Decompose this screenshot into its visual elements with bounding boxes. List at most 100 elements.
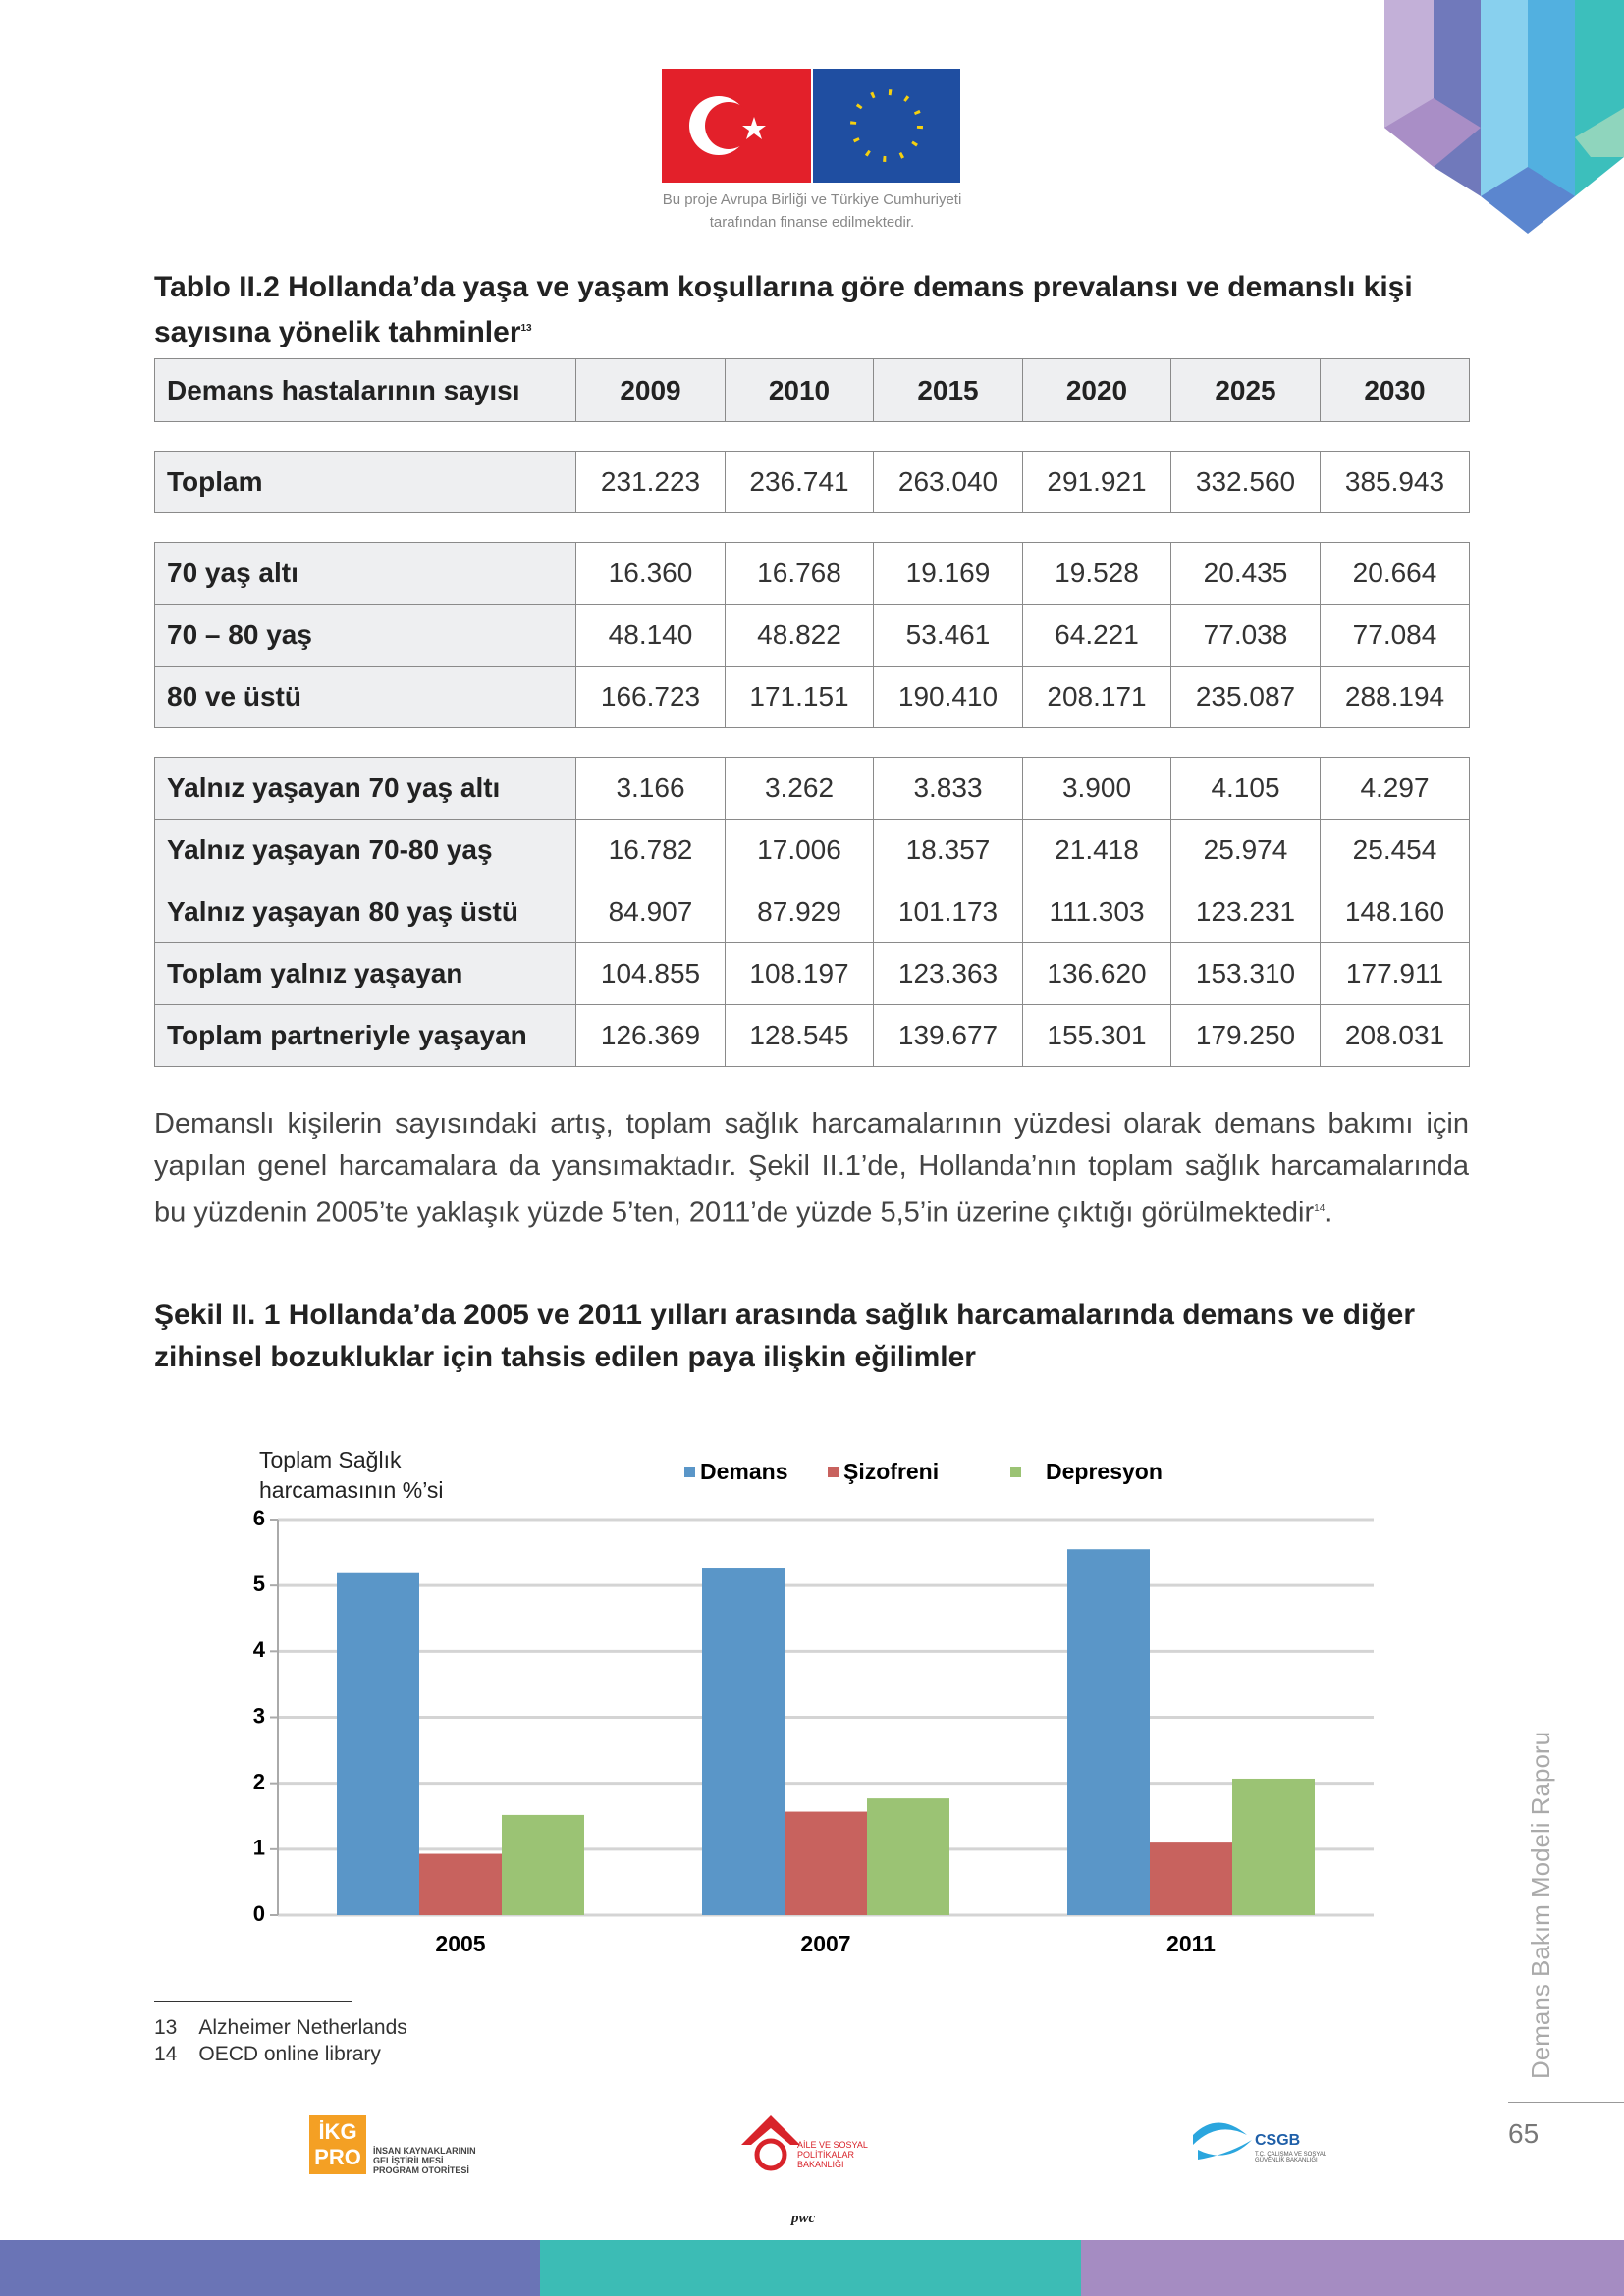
bar xyxy=(1150,1842,1232,1915)
ikg-text: İNSAN KAYNAKLARININ GELİŞTİRİLMESİ PROGR… xyxy=(373,2146,476,2175)
table-cell: 48.822 xyxy=(725,604,874,667)
table-cell: 3.900 xyxy=(1022,757,1171,820)
table-cell: 139.677 xyxy=(873,1004,1023,1067)
table-cell: 64.221 xyxy=(1022,604,1171,667)
table-cell: 153.310 xyxy=(1170,942,1321,1005)
csgb-logo xyxy=(1193,2122,1252,2160)
table-cell: 171.151 xyxy=(725,666,874,728)
table-cell: 4.297 xyxy=(1320,757,1470,820)
bar xyxy=(1232,1778,1315,1915)
table-cell: 291.921 xyxy=(1022,451,1171,513)
figure-title: Şekil II. 1 Hollanda’da 2005 ve 2011 yıl… xyxy=(154,1299,1416,1373)
table-cell: 21.418 xyxy=(1022,819,1171,881)
table-cell: 80 ve üstü xyxy=(154,666,576,728)
table-cell: 126.369 xyxy=(575,1004,726,1067)
title-text: Tablo II.2 Hollanda’da yaşa ve yaşam koş… xyxy=(154,271,1413,348)
bar xyxy=(502,1814,584,1915)
table-cell: 385.943 xyxy=(1320,451,1470,513)
flag-caption: Bu proje Avrupa Birliği ve Türkiye Cumhu… xyxy=(589,188,1035,234)
table-cell: 16.768 xyxy=(725,542,874,605)
table-cell: 104.855 xyxy=(575,942,726,1005)
footnote-number: 13 xyxy=(154,2016,178,2039)
side-rule xyxy=(1508,2102,1624,2103)
table-cell: 108.197 xyxy=(725,942,874,1005)
footnote-number: 14 xyxy=(154,2043,178,2065)
table-cell: 77.084 xyxy=(1320,604,1470,667)
bar xyxy=(419,1853,502,1915)
legend-swatch xyxy=(828,1467,839,1477)
footnote-text: Alzheimer Netherlands xyxy=(198,2016,407,2039)
table-cell: 236.741 xyxy=(725,451,874,513)
paragraph: Demanslı kişilerin sayısındaki artış, to… xyxy=(154,1108,1469,1229)
bar xyxy=(867,1798,949,1915)
legend-label: Depresyon xyxy=(1046,1459,1163,1484)
table-cell: 87.929 xyxy=(725,881,874,943)
table-cell: 332.560 xyxy=(1170,451,1321,513)
side-text: Demans Bakım Modeli Raporu xyxy=(1526,1731,1555,2079)
table-cell: Yalnız yaşayan 70 yaş altı xyxy=(154,757,576,820)
table-cell: 128.545 xyxy=(725,1004,874,1067)
csgb-text: T.C. ÇALIŞMA VE SOSYAL GÜVENLİK BAKANLIĞ… xyxy=(1255,2152,1327,2163)
table-cell: 190.410 xyxy=(873,666,1023,728)
table-cell: 16.782 xyxy=(575,819,726,881)
table-cell: 17.006 xyxy=(725,819,874,881)
table-cell: Toplam xyxy=(154,451,576,513)
footer-band xyxy=(0,2240,540,2296)
chart: 0 1 2 3 4 5 6 2005 2007 2011 Demans Şizofreni Depres… xyxy=(253,1459,1374,1956)
x-tick-label: 2011 xyxy=(1166,1931,1216,1956)
table-cell: 77.038 xyxy=(1170,604,1321,667)
table-cell: 3.166 xyxy=(575,757,726,820)
y-tick-label: 4 xyxy=(253,1637,266,1662)
legend-label: Demans xyxy=(700,1459,787,1484)
table-cell: 84.907 xyxy=(575,881,726,943)
table-cell: 2030 xyxy=(1320,358,1470,422)
table-cell: 4.105 xyxy=(1170,757,1321,820)
table-cell: 166.723 xyxy=(575,666,726,728)
table-cell: 208.031 xyxy=(1320,1004,1470,1067)
bar xyxy=(785,1811,867,1915)
table-cell: 53.461 xyxy=(873,604,1023,667)
table-cell: 20.664 xyxy=(1320,542,1470,605)
footnote: 14 OECD online library xyxy=(154,2041,407,2067)
table-cell: 111.303 xyxy=(1022,881,1171,943)
footnote-ref: 13 xyxy=(520,323,532,334)
footnote-text: OECD online library xyxy=(198,2043,381,2065)
bar xyxy=(337,1572,419,1915)
y-tick-label: 0 xyxy=(253,1901,265,1926)
table-cell: 2015 xyxy=(873,358,1023,422)
table-cell: 25.974 xyxy=(1170,819,1321,881)
pwc-logo: pwc xyxy=(791,2211,816,2226)
table-cell: 20.435 xyxy=(1170,542,1321,605)
table-cell: 177.911 xyxy=(1320,942,1470,1005)
table-title: Tablo II.2 Hollanda’da yaşa ve yaşam koş… xyxy=(154,267,1469,353)
table-cell: 231.223 xyxy=(575,451,726,513)
legend-swatch xyxy=(1010,1467,1021,1477)
legend-label: Şizofreni xyxy=(843,1459,939,1484)
x-tick-label: 2005 xyxy=(435,1931,485,1956)
table-cell: 2025 xyxy=(1170,358,1321,422)
table-cell: 3.262 xyxy=(725,757,874,820)
y-tick-label: 3 xyxy=(253,1703,265,1728)
table-cell: 2009 xyxy=(575,358,726,422)
bar xyxy=(702,1568,785,1915)
table-cell: 48.140 xyxy=(575,604,726,667)
table-cell: 235.087 xyxy=(1170,666,1321,728)
y-tick-label: 6 xyxy=(253,1506,265,1530)
table-cell: 123.231 xyxy=(1170,881,1321,943)
table-cell: 288.194 xyxy=(1320,666,1470,728)
table-cell: Yalnız yaşayan 80 yaş üstü xyxy=(154,881,576,943)
caption-line: Bu proje Avrupa Birliği ve Türkiye Cumhu… xyxy=(662,191,962,208)
table-cell: 16.360 xyxy=(575,542,726,605)
table-cell: 19.528 xyxy=(1022,542,1171,605)
table-cell: 155.301 xyxy=(1022,1004,1171,1067)
footnote: 13 Alzheimer Netherlands xyxy=(154,2014,407,2041)
table-cell: Demans hastalarının sayısı xyxy=(154,358,576,422)
table-cell: 3.833 xyxy=(873,757,1023,820)
y-tick-label: 5 xyxy=(253,1572,265,1596)
table-cell: 136.620 xyxy=(1022,942,1171,1005)
y-axis-label: Toplam Sağlık harcamasının %’si xyxy=(259,1447,444,1503)
paragraph-text: Demanslı kişilerin sayısındaki artış, to… xyxy=(154,1108,1469,1229)
y-tick-label: 2 xyxy=(253,1769,265,1793)
footnotes: 13 Alzheimer Netherlands 14 OECD online lib… xyxy=(154,2014,407,2067)
